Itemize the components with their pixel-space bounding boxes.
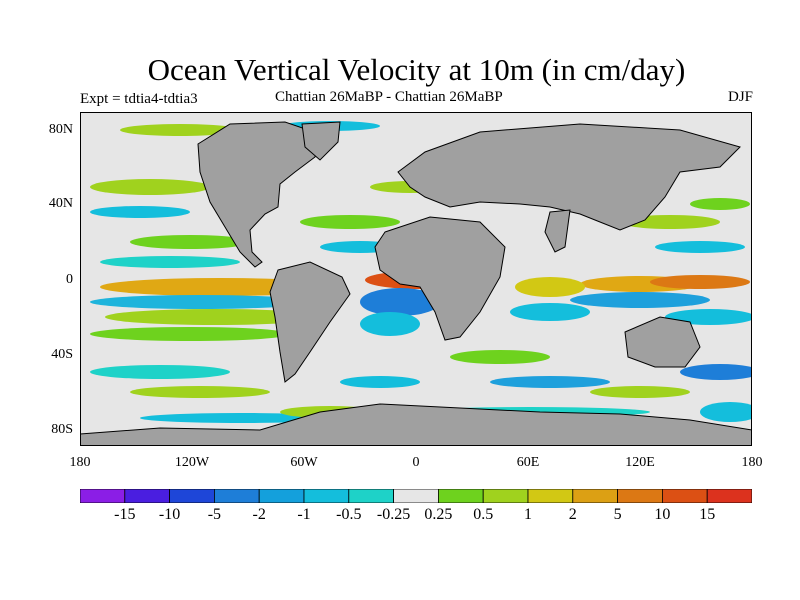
colorbar-label: -0.25 [376, 506, 411, 523]
colorbar-label: -0.5 [336, 506, 362, 523]
colorbar-swatch [706, 489, 752, 503]
field-patch [650, 275, 750, 289]
field-patch [515, 277, 585, 297]
lon-tick-120e: 120E [625, 455, 655, 470]
field-patch [120, 124, 240, 136]
lat-tick-40s: 40S [51, 347, 73, 362]
greenland [301, 121, 341, 161]
colorbar-swatch [572, 489, 618, 503]
field-patch [690, 198, 750, 210]
colorbar-label: 15 [699, 506, 716, 523]
field-patch [510, 303, 590, 321]
colorbar-label: -15 [114, 506, 136, 523]
field-patch [100, 256, 240, 268]
africa [374, 216, 506, 341]
lon-tick-60e: 60E [516, 455, 540, 470]
period-label: Chattian 26MaBP - Chattian 26MaBP [275, 89, 503, 105]
colorbar-swatch [124, 489, 170, 503]
field-patch [700, 402, 752, 422]
map-border [80, 112, 752, 446]
lat-tick-0: 0 [66, 272, 73, 287]
eurasia [397, 123, 741, 231]
field-patch [360, 312, 420, 336]
lon-tick-60w: 60W [290, 455, 318, 470]
colorbar-swatch [80, 489, 126, 503]
colorbar-swatch [617, 489, 663, 503]
colorbar-label: 0.5 [473, 506, 494, 523]
colorbar-swatch [437, 489, 484, 503]
field-patch [680, 364, 752, 380]
south-america [269, 261, 351, 383]
australia [624, 316, 701, 368]
field-patch [570, 292, 710, 308]
field-patch [90, 206, 190, 218]
lat-tick-40n: 40N [48, 196, 73, 211]
india [544, 209, 571, 253]
lat-tick-80s: 80S [51, 422, 73, 437]
field-patch [590, 386, 690, 398]
field-patch [360, 288, 440, 316]
colorbar-swatch [258, 489, 305, 503]
lat-tick-80n: 80N [48, 122, 73, 137]
colorbar-label: -2 [252, 506, 266, 523]
colorbar-label: -10 [158, 506, 181, 523]
colorbar-swatch [303, 489, 350, 503]
field-patch [300, 215, 400, 229]
field-patch [450, 350, 550, 364]
field-patch [655, 241, 745, 253]
field-patch [105, 309, 325, 325]
field-patch [90, 327, 290, 341]
antarctica [80, 403, 752, 446]
colorbar-label: 5 [613, 506, 622, 523]
lon-tick-180e: 180 [741, 455, 763, 470]
field-patch [130, 386, 270, 398]
colorbar-label: 1 [524, 506, 532, 523]
world-map [80, 112, 752, 446]
experiment-label: Expt = tdtia4-tdtia3 [80, 91, 198, 107]
colorbar-swatch [527, 489, 574, 503]
map-title: Ocean Vertical Velocity at 10m (in cm/da… [147, 52, 686, 87]
colorbar-label: -1 [297, 506, 311, 523]
field-patch [90, 295, 310, 309]
colorbar-label: 0.25 [424, 506, 453, 523]
colorbar [80, 489, 752, 503]
lon-tick-120w: 120W [174, 455, 210, 470]
field-patch [90, 365, 230, 379]
field-patch [490, 376, 610, 388]
colorbar-label: 10 [654, 506, 671, 523]
colorbar-swatch [393, 489, 439, 503]
colorbar-label: -5 [207, 506, 222, 523]
lon-tick-180w: 180 [69, 455, 91, 470]
colorbar-swatch [169, 489, 215, 503]
colorbar-swatch [348, 489, 394, 503]
colorbar-swatch [482, 489, 529, 503]
colorbar-swatch [213, 489, 260, 503]
field-patch [90, 179, 210, 195]
field-patch [340, 376, 420, 388]
colorbar-label: 2 [568, 506, 577, 523]
season-label: DJF [727, 89, 753, 105]
colorbar-swatch [662, 489, 708, 503]
land-masses [80, 121, 752, 446]
field-patch [130, 235, 250, 249]
lon-tick-0: 0 [412, 455, 420, 470]
